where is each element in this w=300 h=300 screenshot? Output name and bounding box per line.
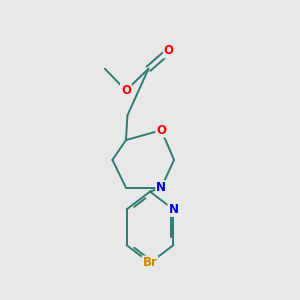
Text: N: N <box>156 181 166 194</box>
Text: N: N <box>168 203 178 216</box>
Text: O: O <box>156 124 166 137</box>
Text: Br: Br <box>142 256 158 269</box>
Text: O: O <box>164 44 174 57</box>
Text: O: O <box>121 84 131 97</box>
